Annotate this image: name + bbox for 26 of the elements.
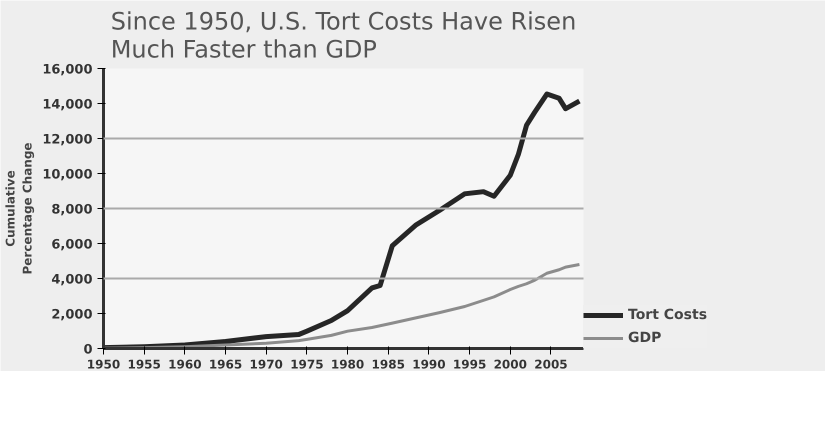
x-tick-label: 1980 <box>330 358 364 372</box>
x-tick-label: 1995 <box>452 358 486 372</box>
x-tick-label: 1950 <box>86 358 120 372</box>
x-tick-label: 1975 <box>290 358 324 372</box>
line-series <box>104 263 581 348</box>
x-tick-label: 1990 <box>412 358 446 372</box>
x-tick-label: 2005 <box>534 358 568 372</box>
x-tick-label: 1985 <box>372 358 405 372</box>
y-tick-label: 10,000 <box>42 168 93 182</box>
y-tick-label: 16,000 <box>42 62 93 78</box>
y-tick-label: 2,000 <box>51 308 93 322</box>
x-tick-label: 2000 <box>494 358 527 372</box>
legend-label: GDP <box>628 330 662 346</box>
y-tick-label: 8,000 <box>51 202 93 218</box>
legend-label: Tort Costs <box>628 307 708 323</box>
chart-title: Since 1950, U.S. Tort Costs Have Risen Much Faster than GDP <box>110 8 576 64</box>
y-tick-label: 14,000 <box>42 98 93 112</box>
y-axis-title: Cumulative Percentage Change <box>4 142 34 275</box>
x-tick-label: 1955 <box>127 358 161 372</box>
x-tick-label: 1970 <box>250 358 283 372</box>
x-tick-label: 1960 <box>168 358 202 372</box>
y-tick-label: 4,000 <box>51 272 93 288</box>
x-tick-label: 1965 <box>208 358 242 372</box>
y-tick-label: 6,000 <box>51 238 93 252</box>
y-tick-label: 12,000 <box>42 132 93 148</box>
y-tick-label: 0 <box>83 342 92 358</box>
